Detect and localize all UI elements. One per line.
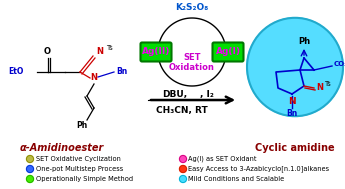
- Text: Ag(II): Ag(II): [142, 47, 170, 57]
- Text: Cyclic amidine: Cyclic amidine: [255, 143, 335, 153]
- Circle shape: [27, 156, 33, 163]
- Text: CH₃CN, RT: CH₃CN, RT: [156, 105, 208, 115]
- Text: CO₂Et: CO₂Et: [334, 61, 345, 67]
- Text: K₂S₂O₈: K₂S₂O₈: [175, 4, 209, 12]
- FancyBboxPatch shape: [140, 43, 171, 61]
- Circle shape: [179, 166, 187, 173]
- Text: α-Amidinoester: α-Amidinoester: [20, 143, 104, 153]
- Circle shape: [179, 176, 187, 183]
- Text: SET: SET: [183, 53, 201, 63]
- Text: N: N: [288, 98, 296, 106]
- Text: , I₂: , I₂: [200, 91, 214, 99]
- Text: One-pot Multistep Process: One-pot Multistep Process: [36, 166, 123, 172]
- Text: SET Oxidative Cyclization: SET Oxidative Cyclization: [36, 156, 120, 162]
- Text: Bn: Bn: [286, 109, 298, 119]
- Text: Operationally Simple Method: Operationally Simple Method: [36, 176, 132, 182]
- Text: N: N: [96, 47, 103, 57]
- Text: Ts: Ts: [324, 81, 331, 87]
- Text: N: N: [316, 83, 323, 91]
- Circle shape: [179, 156, 187, 163]
- Circle shape: [27, 166, 33, 173]
- Text: Mild Conditions and Scalable: Mild Conditions and Scalable: [188, 176, 285, 182]
- Text: Ph: Ph: [76, 122, 88, 130]
- Text: Ph: Ph: [298, 36, 310, 46]
- Text: Bn: Bn: [116, 67, 127, 75]
- Text: EtO: EtO: [8, 67, 23, 77]
- Text: N: N: [90, 74, 98, 83]
- Text: Ts: Ts: [106, 45, 113, 51]
- Text: Ag(I) as SET Oxidant: Ag(I) as SET Oxidant: [188, 156, 257, 162]
- FancyBboxPatch shape: [213, 43, 244, 61]
- Text: Easy Access to 3-Azabicyclo[n.1.0]alkanes: Easy Access to 3-Azabicyclo[n.1.0]alkane…: [188, 166, 329, 172]
- Text: Ag(I): Ag(I): [216, 47, 240, 57]
- Circle shape: [27, 176, 33, 183]
- Text: O: O: [43, 47, 50, 57]
- Ellipse shape: [247, 18, 343, 116]
- Text: Oxidation: Oxidation: [169, 63, 215, 71]
- Text: DBU,: DBU,: [162, 91, 187, 99]
